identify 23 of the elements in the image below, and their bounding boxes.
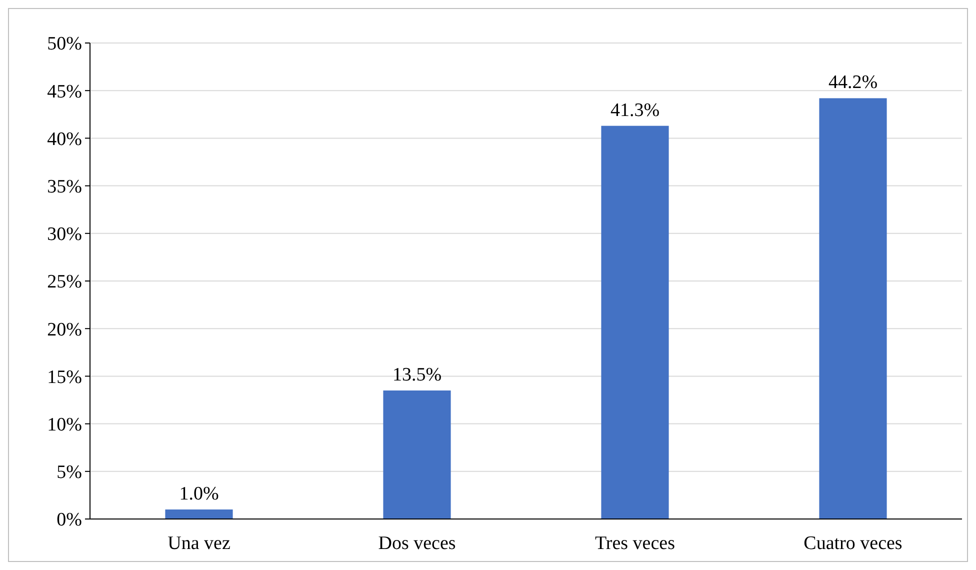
data-label: 1.0% [179,483,219,504]
y-tick-label: 45% [47,81,82,102]
y-tick-label: 15% [47,366,82,388]
bar [819,98,887,519]
x-tick-label: Una vez [168,533,230,554]
y-tick-label: 0% [56,510,82,531]
y-tick-label: 35% [47,176,82,198]
x-tick-label: Dos veces [378,533,456,554]
bar [383,390,451,519]
y-tick-label: 30% [47,224,82,246]
x-tick-label: Cuatro veces [804,533,902,554]
y-tick-label: 25% [47,272,82,293]
y-tick-label: 20% [47,319,82,340]
x-tick-label: Tres veces [594,533,676,554]
y-tick-label: 10% [47,414,82,436]
data-label: 44.2% [828,72,878,94]
data-label: 41.3% [610,100,660,121]
y-tick-label: 5% [56,462,82,484]
bar [601,126,669,519]
data-label: 13.5% [392,364,442,386]
y-tick-label: 50% [47,34,82,55]
bar [165,509,233,519]
y-tick-label: 40% [47,128,82,150]
